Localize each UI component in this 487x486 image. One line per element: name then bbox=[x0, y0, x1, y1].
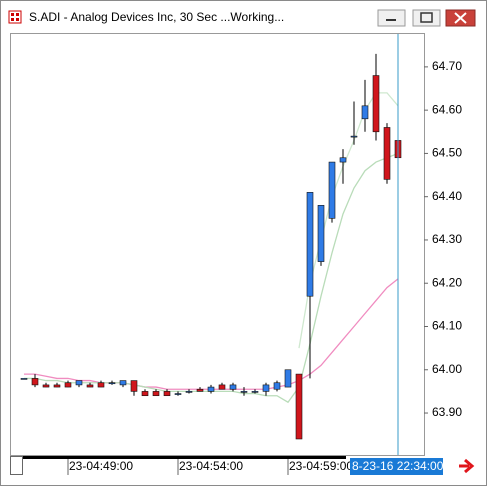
candle-body bbox=[119, 380, 127, 386]
candle-body bbox=[262, 384, 270, 392]
candle-body bbox=[86, 384, 94, 388]
candle-body bbox=[185, 391, 193, 393]
y-tick-label: 64.30 bbox=[432, 232, 462, 246]
y-tick-label: 63.90 bbox=[432, 405, 462, 419]
candle-body bbox=[141, 391, 149, 397]
icon-cell bbox=[11, 18, 14, 21]
candle-body bbox=[295, 373, 303, 440]
maximize-glyph bbox=[420, 12, 433, 23]
icon-cell bbox=[11, 13, 14, 16]
candle-body bbox=[130, 380, 138, 392]
y-tick-label: 64.10 bbox=[432, 319, 462, 333]
candle-body bbox=[152, 391, 160, 397]
y-tick-label: 64.40 bbox=[432, 189, 462, 203]
icon-cell bbox=[16, 13, 19, 16]
candle-body bbox=[218, 384, 226, 390]
x-tick-label: 23-04:49:00 bbox=[69, 459, 133, 473]
x-tick-label: 23-04:59:00 bbox=[289, 459, 353, 473]
minimize-glyph bbox=[386, 19, 396, 21]
cursor-label-box bbox=[350, 458, 443, 475]
candle-body bbox=[306, 192, 314, 297]
maximize-button[interactable] bbox=[412, 9, 441, 27]
button-frame[interactable] bbox=[377, 9, 406, 27]
candle-body bbox=[97, 382, 105, 388]
minimize-button[interactable] bbox=[377, 9, 406, 27]
candle-body bbox=[20, 378, 28, 380]
close-button[interactable] bbox=[445, 9, 476, 27]
candle-body bbox=[163, 391, 171, 397]
y-tick-label: 64.50 bbox=[432, 146, 462, 160]
candle-body bbox=[64, 382, 72, 388]
icon-frame bbox=[8, 10, 22, 24]
moving-average bbox=[298, 92, 399, 349]
candle-body bbox=[75, 380, 83, 386]
y-tick-label: 64.20 bbox=[432, 275, 462, 289]
button-frame[interactable] bbox=[412, 9, 441, 27]
y-tick-label: 64.70 bbox=[432, 59, 462, 73]
candle-body bbox=[361, 105, 369, 120]
candle-body bbox=[339, 157, 347, 163]
scroll-button[interactable] bbox=[10, 456, 23, 475]
candle-body bbox=[328, 161, 336, 219]
scroll-right-arrow[interactable] bbox=[459, 458, 475, 474]
window-title: S.ADI - Analog Devices Inc, 30 Sec ...Wo… bbox=[29, 10, 284, 24]
close-glyph bbox=[454, 12, 467, 24]
candle-body bbox=[53, 384, 61, 388]
plot-area bbox=[10, 33, 425, 456]
candle-body bbox=[174, 393, 182, 395]
x-tick-label: 23-04:54:00 bbox=[179, 459, 243, 473]
candle-body bbox=[383, 127, 391, 180]
candle-body bbox=[108, 382, 116, 385]
candle-body bbox=[42, 384, 50, 388]
scrollbar-track[interactable] bbox=[23, 456, 346, 459]
y-tick-label: 64.60 bbox=[432, 102, 462, 116]
icon-cell bbox=[16, 18, 19, 21]
candle-body bbox=[251, 391, 259, 393]
candle-body bbox=[350, 135, 358, 138]
candle-body bbox=[284, 369, 292, 388]
candle-body bbox=[240, 391, 248, 393]
cursor-label: 8-23-16 22:34:00 bbox=[352, 459, 444, 473]
candle-body bbox=[229, 384, 237, 390]
candle-body bbox=[372, 75, 380, 133]
y-tick-label: 64.00 bbox=[432, 362, 462, 376]
app-icon bbox=[8, 10, 22, 24]
candle-body bbox=[196, 388, 204, 392]
candle-body bbox=[317, 205, 325, 262]
candle-body bbox=[31, 378, 39, 386]
candle-body bbox=[273, 382, 281, 390]
candle-body bbox=[207, 386, 215, 392]
